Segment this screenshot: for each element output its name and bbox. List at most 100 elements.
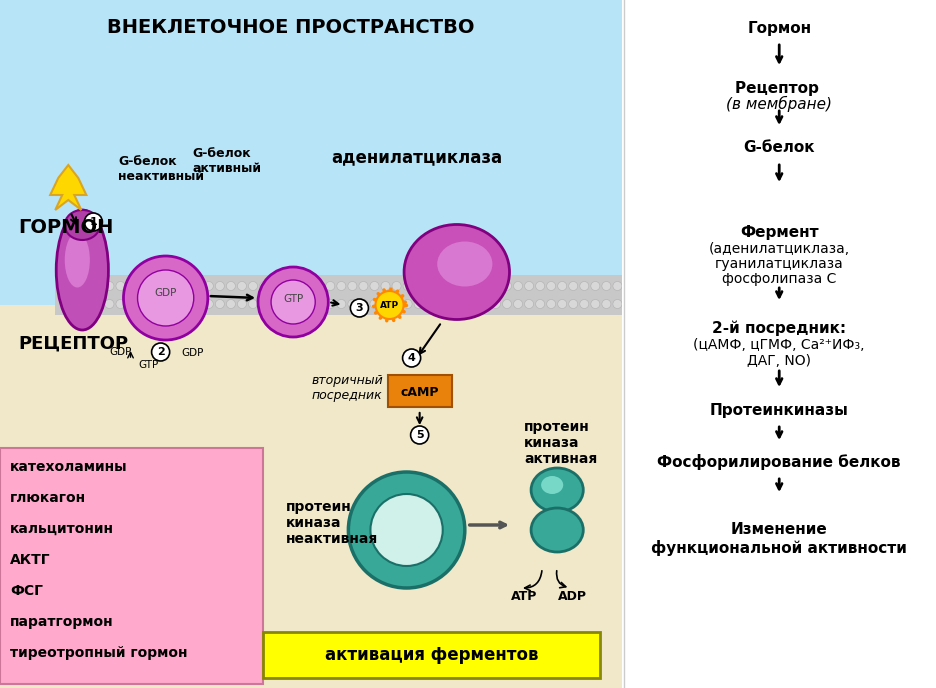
FancyBboxPatch shape	[0, 0, 622, 305]
Circle shape	[248, 281, 257, 290]
Circle shape	[524, 299, 534, 308]
Circle shape	[72, 299, 80, 308]
Text: глюкагон: глюкагон	[10, 491, 86, 505]
Circle shape	[105, 299, 114, 308]
Text: GTP: GTP	[139, 360, 159, 370]
Circle shape	[569, 299, 578, 308]
Circle shape	[215, 299, 225, 308]
Circle shape	[303, 281, 313, 290]
Circle shape	[105, 281, 114, 290]
Text: GDP: GDP	[110, 347, 132, 357]
Circle shape	[602, 299, 611, 308]
Circle shape	[61, 281, 70, 290]
Circle shape	[193, 299, 202, 308]
Text: G-белок
активный: G-белок активный	[193, 147, 262, 175]
Text: протеин
киназа
неактивная: протеин киназа неактивная	[286, 500, 378, 546]
Text: АКТГ: АКТГ	[10, 553, 51, 567]
Text: ГОРМОН: ГОРМОН	[18, 218, 113, 237]
Text: G-белок
неактивный: G-белок неактивный	[119, 155, 204, 183]
Circle shape	[82, 281, 92, 290]
Ellipse shape	[531, 468, 583, 512]
Circle shape	[258, 267, 329, 337]
Text: гуанилатциклаза: гуанилатциклаза	[715, 257, 843, 271]
Circle shape	[602, 281, 611, 290]
Circle shape	[248, 299, 257, 308]
Circle shape	[193, 281, 202, 290]
Circle shape	[271, 280, 315, 324]
Circle shape	[127, 299, 136, 308]
Circle shape	[411, 426, 429, 444]
FancyBboxPatch shape	[388, 375, 452, 407]
Circle shape	[436, 299, 446, 308]
Circle shape	[503, 299, 511, 308]
Text: аденилатциклаза: аденилатциклаза	[331, 148, 503, 166]
Text: ФСГ: ФСГ	[10, 584, 43, 598]
Circle shape	[370, 281, 379, 290]
Circle shape	[124, 256, 208, 340]
Circle shape	[238, 281, 246, 290]
Circle shape	[94, 281, 103, 290]
Circle shape	[503, 281, 511, 290]
Circle shape	[381, 281, 390, 290]
Text: активация ферментов: активация ферментов	[325, 646, 538, 664]
Text: 5: 5	[416, 430, 423, 440]
Circle shape	[282, 299, 291, 308]
Circle shape	[459, 281, 467, 290]
Text: 2-й посредник:: 2-й посредник:	[712, 320, 846, 336]
Ellipse shape	[65, 210, 100, 240]
Text: Фермент: Фермент	[739, 224, 819, 239]
Circle shape	[72, 281, 80, 290]
Text: фосфолипаза С: фосфолипаза С	[722, 272, 837, 286]
Circle shape	[370, 299, 379, 308]
FancyBboxPatch shape	[55, 275, 622, 315]
Text: протеин
киназа
активная: протеин киназа активная	[524, 420, 597, 466]
Circle shape	[392, 299, 401, 308]
Text: 3: 3	[356, 303, 363, 313]
Text: кальцитонин: кальцитонин	[10, 522, 114, 536]
Text: катехоламины: катехоламины	[10, 460, 127, 474]
Circle shape	[547, 281, 556, 290]
Circle shape	[447, 299, 456, 308]
Circle shape	[524, 281, 534, 290]
Circle shape	[116, 281, 125, 290]
Text: (аденилатциклаза,: (аденилатциклаза,	[709, 242, 850, 256]
Circle shape	[558, 281, 566, 290]
Circle shape	[579, 299, 589, 308]
Circle shape	[371, 494, 443, 566]
Circle shape	[171, 281, 181, 290]
Text: cAMP: cAMP	[401, 385, 439, 398]
Circle shape	[591, 281, 600, 290]
Text: GDP: GDP	[182, 348, 204, 358]
Circle shape	[414, 281, 423, 290]
Ellipse shape	[404, 224, 509, 319]
Circle shape	[215, 281, 225, 290]
Circle shape	[326, 299, 335, 308]
Circle shape	[204, 299, 213, 308]
Ellipse shape	[541, 476, 563, 494]
Circle shape	[358, 299, 368, 308]
Text: (в мембране): (в мембране)	[726, 96, 832, 112]
Circle shape	[381, 299, 390, 308]
Circle shape	[350, 299, 369, 317]
Circle shape	[375, 291, 403, 319]
Text: паратгормон: паратгормон	[10, 615, 113, 629]
Circle shape	[138, 299, 147, 308]
Circle shape	[314, 281, 324, 290]
Ellipse shape	[65, 233, 90, 288]
Circle shape	[160, 281, 169, 290]
Circle shape	[569, 281, 578, 290]
Circle shape	[348, 299, 357, 308]
Circle shape	[348, 472, 465, 588]
Circle shape	[613, 281, 622, 290]
Circle shape	[402, 349, 420, 367]
Circle shape	[326, 281, 335, 290]
Circle shape	[547, 299, 556, 308]
Circle shape	[514, 281, 522, 290]
Text: ВНЕКЛЕТОЧНОЕ ПРОСТРАНСТВО: ВНЕКЛЕТОЧНОЕ ПРОСТРАНСТВО	[108, 18, 475, 37]
Circle shape	[469, 299, 478, 308]
Circle shape	[403, 299, 412, 308]
Circle shape	[459, 299, 467, 308]
Circle shape	[480, 299, 490, 308]
Polygon shape	[51, 165, 86, 210]
Text: 2: 2	[156, 347, 165, 357]
